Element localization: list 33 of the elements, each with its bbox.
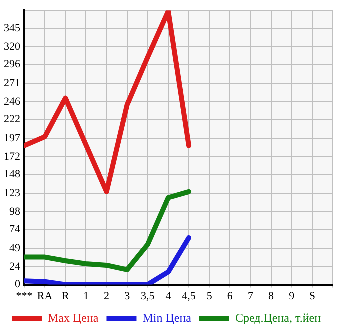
y-tick-label: 49: [10, 242, 21, 254]
y-tick-label: 320: [4, 40, 21, 53]
x-tick-label: 2: [104, 290, 110, 302]
y-tick-label: 172: [4, 150, 20, 163]
y-tick-label: 271: [4, 77, 20, 90]
x-tick-label: R: [62, 290, 70, 302]
x-tick-label: S: [309, 290, 316, 302]
x-tick-label: 9: [289, 290, 296, 302]
y-tick-label: 74: [10, 224, 21, 236]
y-tick-label: 197: [4, 132, 21, 144]
x-tick-label: 1: [83, 290, 89, 302]
y-tick-label: 98: [10, 206, 21, 218]
y-tick-label: 246: [4, 96, 21, 108]
x-tick-label: ***: [16, 290, 33, 302]
y-tick-label: 148: [4, 168, 21, 181]
x-tick-label: 4: [166, 290, 172, 302]
x-tick-label: 4,5: [182, 290, 196, 302]
x-tick-label: 3: [124, 290, 131, 302]
y-tick-label: 222: [4, 114, 20, 126]
x-tick-label: 5: [206, 290, 213, 302]
x-tick-label: 3,5: [141, 290, 156, 302]
x-tick-label: RA: [37, 290, 53, 302]
y-tick-label: 123: [4, 187, 21, 200]
y-tick-label: 0: [15, 278, 21, 291]
legend-label: Min Цена: [142, 311, 192, 326]
legend-label: Max Цена: [48, 311, 100, 326]
x-tick-label: 8: [268, 290, 275, 302]
y-tick-label: 345: [4, 22, 21, 34]
x-tick-label: 6: [227, 290, 234, 302]
x-tick-label: 7: [248, 290, 254, 302]
y-tick-label: 24: [10, 260, 21, 273]
legend-label: Сред.Цена, т.йен: [235, 311, 322, 326]
y-tick-label: 296: [4, 58, 21, 71]
